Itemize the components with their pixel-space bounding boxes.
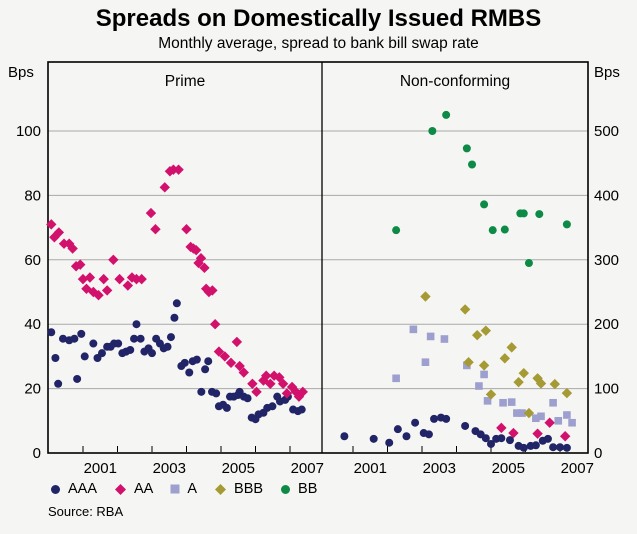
series-AAA-prime bbox=[47, 299, 306, 424]
y-axis-labels: 0 20 40 60 80 100 0 100 200 300 400 500 bbox=[16, 123, 619, 462]
legend-label: AAA bbox=[68, 481, 98, 497]
plot-border bbox=[47, 61, 589, 454]
x-tick-label: 2005 bbox=[222, 460, 255, 477]
y-tick-label-right: 500 bbox=[594, 123, 619, 140]
legend-label: AA bbox=[134, 481, 154, 497]
legend-item-A: A bbox=[170, 481, 197, 497]
x-tick-label: 2003 bbox=[423, 460, 456, 477]
diamond-marker-icon bbox=[214, 483, 227, 496]
legend: AAA AA A BBB BB bbox=[50, 481, 334, 497]
series-BB-nonconforming bbox=[392, 110, 571, 268]
x-axis-ticks bbox=[82, 446, 291, 452]
panel-label-prime: Prime bbox=[165, 73, 205, 90]
legend-label: BBB bbox=[234, 481, 264, 497]
x-axis-tick-labels: 2001 2003 2005 2007 bbox=[84, 460, 324, 477]
chart-subtitle: Monthly average, spread to bank bill swa… bbox=[158, 35, 479, 52]
y-tick-label-right: 100 bbox=[594, 381, 619, 398]
y-tick-label-left: 40 bbox=[24, 316, 41, 333]
legend-item-BBB: BBB bbox=[214, 481, 263, 497]
y-tick-label-left: 20 bbox=[24, 381, 41, 398]
y-tick-label-right: 0 bbox=[594, 445, 602, 462]
chart-title: Spreads on Domestically Issued RMBS bbox=[95, 5, 542, 32]
circle-marker-icon bbox=[280, 484, 291, 495]
x-tick-label: 2003 bbox=[153, 460, 186, 477]
right-axis-unit: Bps bbox=[594, 64, 620, 81]
series-AA-nonconforming bbox=[496, 417, 571, 442]
source-note: Source: RBA bbox=[48, 504, 124, 519]
square-marker-icon bbox=[170, 484, 180, 494]
x-axis-tick-labels: 2001 2003 2005 2007 bbox=[354, 460, 594, 477]
x-tick-label: 2007 bbox=[561, 460, 594, 477]
y-tick-label-left: 0 bbox=[33, 445, 41, 462]
x-tick-label: 2001 bbox=[354, 460, 387, 477]
legend-item-AAA: AAA bbox=[50, 481, 97, 497]
series-AA-prime bbox=[46, 164, 308, 402]
series-BBB-nonconforming bbox=[420, 291, 573, 419]
diamond-marker-icon bbox=[114, 483, 127, 496]
y-tick-label-left: 100 bbox=[16, 123, 41, 140]
legend-label: BB bbox=[298, 481, 318, 497]
y-tick-label-left: 60 bbox=[24, 252, 41, 269]
panel-label-non-conforming: Non-conforming bbox=[400, 73, 510, 90]
legend-item-BB: BB bbox=[280, 481, 317, 497]
y-tick-label-left: 80 bbox=[24, 187, 41, 204]
x-tick-label: 2005 bbox=[492, 460, 525, 477]
series-A-nonconforming bbox=[392, 325, 576, 427]
series-AAA-nonconforming bbox=[340, 413, 571, 452]
x-tick-label: 2007 bbox=[291, 460, 324, 477]
y-tick-label-right: 200 bbox=[594, 316, 619, 333]
left-axis-unit: Bps bbox=[8, 64, 34, 81]
legend-item-AA: AA bbox=[114, 481, 153, 497]
y-tick-label-right: 300 bbox=[594, 252, 619, 269]
x-tick-label: 2001 bbox=[84, 460, 117, 477]
legend-label: A bbox=[187, 481, 198, 497]
circle-marker-icon bbox=[50, 484, 61, 495]
y-tick-label-right: 400 bbox=[594, 187, 619, 204]
